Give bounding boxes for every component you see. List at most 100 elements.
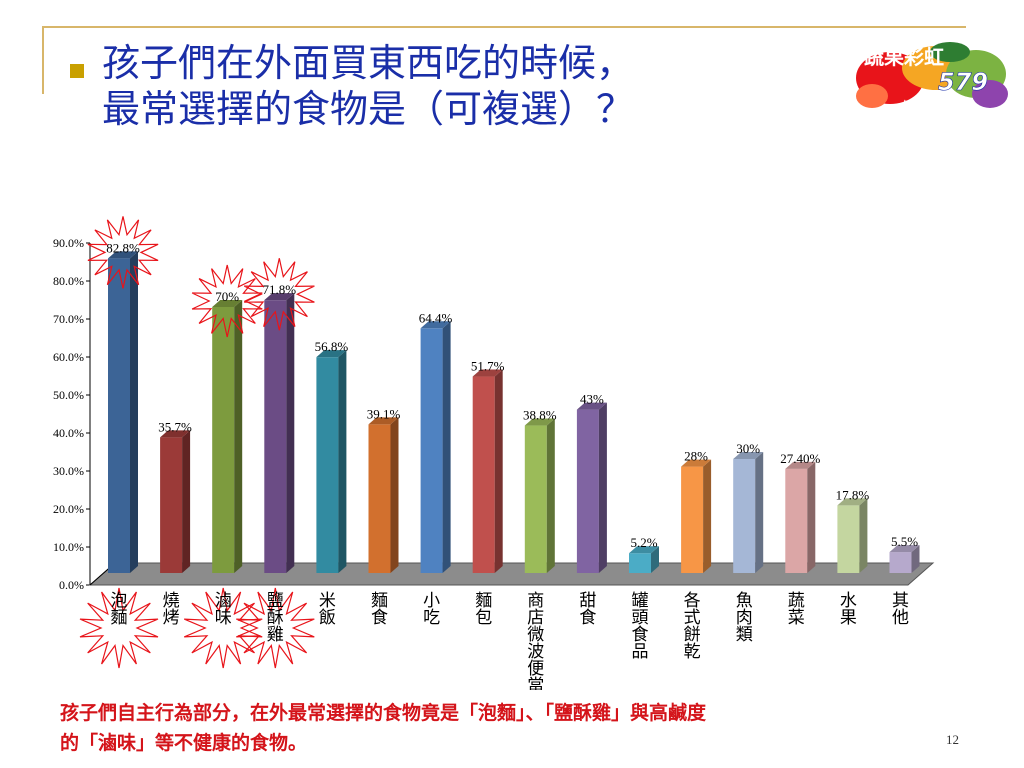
top-border-line	[42, 26, 966, 28]
bar-side	[234, 300, 243, 573]
category-label: 各式餅乾	[684, 591, 701, 662]
bar-front	[889, 552, 912, 573]
y-tick-label: 50.0%	[53, 388, 84, 402]
bar-side	[807, 461, 816, 573]
bar-data-label: 71.8%	[263, 282, 297, 297]
bar-front	[629, 553, 651, 573]
bar-data-label: 28%	[684, 449, 708, 464]
bar-front	[576, 409, 599, 573]
bar-front	[316, 357, 339, 573]
category-label: 滷味	[215, 591, 232, 628]
bar-top	[264, 293, 295, 301]
starburst-label-highlight	[191, 264, 263, 338]
y-tick-label: 70.0%	[53, 312, 84, 326]
starburst-category-highlight	[236, 587, 315, 669]
bar-side	[755, 452, 764, 573]
category-label: 小吃	[423, 591, 440, 628]
category-label: 其他	[892, 591, 909, 628]
page-number: 12	[946, 732, 959, 747]
bar-front	[368, 424, 391, 573]
category-label: 魚肉類	[736, 591, 753, 645]
bar-top	[420, 321, 451, 329]
bar-top	[576, 402, 607, 410]
bar-side	[286, 293, 295, 573]
starburst-category-highlight	[183, 587, 263, 669]
category-label: 水果	[840, 591, 857, 628]
bar-data-label: 43%	[580, 392, 604, 407]
bar-side	[911, 545, 920, 573]
y-tick-label: 60.0%	[53, 350, 84, 364]
y-tick-label: 0.0%	[59, 578, 84, 592]
category-label: 燒烤	[163, 591, 180, 628]
y-tick-label: 90.0%	[53, 236, 84, 250]
title-bullet	[70, 64, 84, 78]
category-label: 罐頭食品	[632, 591, 649, 662]
y-tick-label: 20.0%	[53, 502, 84, 516]
bar-top	[472, 369, 503, 377]
bar-side	[338, 350, 347, 573]
bar-front	[524, 425, 547, 573]
bar-top	[889, 545, 920, 553]
slide-title: 孩子們在外面買東西吃的時候， 最常選擇的食物是（可複選）？	[102, 40, 822, 132]
bar-side	[703, 459, 712, 573]
bar-data-label: 5.2%	[630, 535, 657, 550]
bar-front	[420, 328, 443, 573]
logo-title: 蔬果彩虹	[864, 45, 944, 69]
starburst-category-highlight	[79, 587, 159, 669]
bar-data-label: 82.8%	[106, 240, 140, 255]
footer-note: 孩子們自主行為部分，在外最常選擇的食物竟是「泡麵」、「鹽酥雞」與高鹹度 的「滷味…	[60, 698, 980, 758]
bar-data-label: 56.8%	[315, 339, 349, 354]
bar-top	[368, 417, 399, 425]
bar-data-label: 17.8%	[836, 487, 870, 502]
y-tick-label: 80.0%	[53, 274, 84, 288]
bar-top	[837, 498, 868, 506]
footer-line-1: 孩子們自主行為部分，在外最常選擇的食物竟是「泡麵」、「鹽酥雞」與高鹹度	[60, 702, 707, 724]
logo-number: 579	[938, 68, 988, 96]
bar-top	[108, 251, 138, 259]
food-choice-bar-chart: 0.0% 10.0% 20.0% 30.0% 40.0% 50.0% 60.0% 70.0% 8…	[53, 216, 935, 690]
bar-data-label: 5.5%	[891, 534, 918, 549]
bar-data-label: 51.7%	[471, 359, 505, 374]
title-line-1: 孩子們在外面買東西吃的時候，	[102, 41, 635, 85]
bar-side	[859, 498, 868, 573]
bar-top	[629, 546, 659, 554]
bar-side	[546, 418, 555, 573]
bar-data-label: 64.4%	[419, 310, 453, 325]
bar-front	[837, 505, 860, 573]
bar-side	[390, 417, 399, 573]
category-label: 甜食	[579, 591, 596, 628]
category-label: 米飯	[319, 591, 336, 628]
category-label: 商店微波便當	[527, 591, 544, 690]
bar-data-label: 30%	[736, 441, 760, 456]
bar-data-label: 27.40%	[780, 451, 820, 466]
bar-data-label: 35.7%	[158, 419, 192, 434]
bar-data-label: 38.8%	[523, 408, 557, 423]
title-line-2: 最常選擇的食物是（可複選）？	[102, 87, 635, 131]
fruit-rainbow-logo: 蔬果彩虹 579 健康人人有	[856, 42, 1008, 113]
bar-side	[494, 369, 503, 573]
bar-top	[316, 350, 347, 358]
bar-top	[212, 300, 243, 307]
bar-side	[598, 402, 607, 573]
bar-front	[264, 300, 287, 573]
bar-front	[472, 376, 495, 573]
y-tick-label: 10.0%	[53, 540, 84, 554]
y-tick-label: 40.0%	[53, 426, 84, 440]
y-tick-label: 30.0%	[53, 464, 84, 478]
bar-front	[160, 437, 183, 573]
bar-top	[524, 418, 555, 426]
bar-front	[733, 459, 756, 573]
footer-line-2: 的「滷味」等不健康的食物。	[60, 732, 308, 754]
bar-data-label: 70%	[215, 289, 239, 304]
bar-side	[130, 251, 138, 574]
logo-subtitle: 健康人人有	[902, 98, 962, 113]
bar-front	[212, 307, 235, 573]
bar-top	[733, 452, 764, 459]
category-label: 泡麵	[111, 591, 128, 628]
category-label: 蔬菜	[788, 591, 805, 628]
left-border-line	[42, 26, 44, 94]
bar-top	[785, 461, 816, 469]
bar-side	[442, 321, 451, 573]
starburst-label-highlight	[87, 216, 159, 289]
bar-front	[681, 466, 704, 573]
